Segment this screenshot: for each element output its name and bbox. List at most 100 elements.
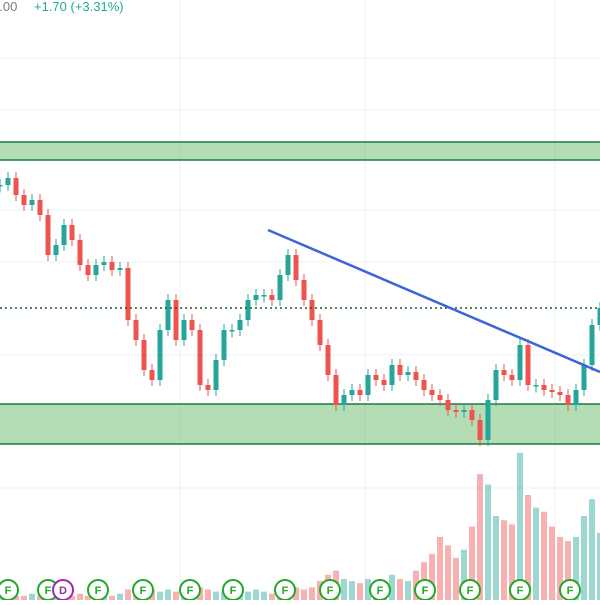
candle — [550, 390, 555, 392]
event-marker: F — [560, 580, 580, 600]
volume-bar — [29, 594, 35, 600]
candle — [518, 345, 523, 380]
volume-bar — [165, 590, 171, 601]
candle — [118, 268, 123, 270]
candle — [574, 390, 579, 405]
candle — [438, 395, 443, 400]
candle — [566, 395, 571, 405]
zone — [0, 404, 600, 444]
volume-bar — [125, 590, 131, 601]
event-label: F — [5, 585, 12, 597]
candle — [78, 240, 83, 265]
event-label: F — [567, 585, 574, 597]
candle — [486, 400, 491, 440]
event-marker: D — [53, 580, 73, 600]
event-label: F — [95, 585, 102, 597]
volume-bar — [453, 558, 459, 600]
volume-bar — [405, 581, 411, 600]
event-label: F — [45, 585, 52, 597]
candle — [110, 262, 115, 270]
event-marker: F — [88, 580, 108, 600]
candle — [278, 275, 283, 300]
volume-bar — [301, 590, 307, 601]
candle — [0, 185, 3, 187]
candle — [582, 365, 587, 390]
event-marker: F — [180, 580, 200, 600]
candle — [414, 372, 419, 380]
candle — [230, 330, 235, 332]
event-label: F — [230, 585, 237, 597]
event-marker: F — [275, 580, 295, 600]
event-marker: F — [223, 580, 243, 600]
candle — [342, 395, 347, 405]
event-marker: F — [460, 580, 480, 600]
candle — [422, 380, 427, 390]
volume-bar — [173, 592, 179, 600]
volume-bar — [77, 594, 83, 600]
candle — [270, 295, 275, 300]
event-label: D — [59, 585, 67, 597]
change-text: +1.70 (+3.31%) — [34, 0, 124, 14]
volume-bar — [357, 583, 363, 600]
volume-bar — [253, 590, 259, 601]
event-label: F — [282, 585, 289, 597]
volume-bar — [109, 596, 115, 600]
candle — [142, 340, 147, 370]
candle — [46, 215, 51, 255]
volume-bar — [157, 592, 163, 600]
candle — [302, 280, 307, 300]
candle — [382, 380, 387, 385]
candle — [526, 345, 531, 385]
candle — [30, 200, 35, 205]
candle — [254, 295, 259, 300]
candle — [358, 390, 363, 395]
volume-bar — [341, 579, 347, 600]
candle — [510, 375, 515, 380]
event-marker: F — [415, 580, 435, 600]
candle — [534, 385, 539, 387]
volume-bar — [269, 594, 275, 600]
candle — [182, 320, 187, 340]
candle — [294, 255, 299, 280]
candle — [446, 400, 451, 410]
candle — [590, 325, 595, 365]
volume-bar — [21, 596, 27, 600]
candle — [214, 360, 219, 390]
candle — [174, 300, 179, 340]
candle — [198, 330, 203, 385]
event-label: F — [140, 585, 147, 597]
candle — [126, 268, 131, 320]
candle — [70, 225, 75, 240]
candle — [310, 300, 315, 320]
volume-bar — [517, 453, 523, 600]
candle — [22, 195, 27, 205]
candle — [6, 178, 11, 185]
volume-bar — [533, 508, 539, 600]
volume-bar — [485, 485, 491, 601]
candle — [94, 265, 99, 275]
candle — [158, 330, 163, 380]
volume-bar — [501, 520, 507, 600]
volume-bar — [445, 545, 451, 600]
candle — [246, 300, 251, 320]
event-label: F — [467, 585, 474, 597]
candle — [454, 410, 459, 412]
candle — [350, 390, 355, 395]
volume-bar — [245, 592, 251, 600]
event-label: F — [187, 585, 194, 597]
candle — [190, 320, 195, 330]
event-label: F — [517, 585, 524, 597]
volume-bar — [549, 527, 555, 601]
candle — [494, 370, 499, 400]
candle — [366, 375, 371, 395]
volume-bar — [493, 516, 499, 600]
candle — [470, 410, 475, 420]
event-marker: F — [510, 580, 530, 600]
event-label: F — [327, 585, 334, 597]
candle — [374, 375, 379, 380]
volume-bar — [349, 581, 355, 600]
candle — [334, 375, 339, 405]
